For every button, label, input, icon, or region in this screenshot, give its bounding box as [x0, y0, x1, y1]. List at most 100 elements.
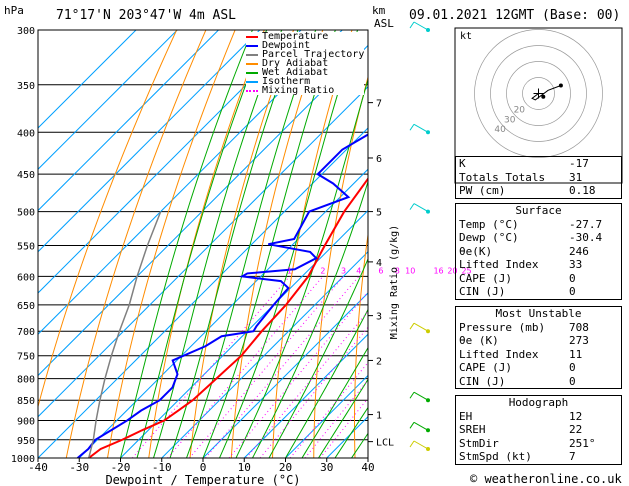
wet-adiabat: [334, 406, 368, 458]
table-row: StmSpd (kt) 7: [456, 450, 621, 464]
legend-item: Parcel Trajectory: [246, 49, 365, 60]
row-value: 31: [569, 170, 583, 184]
mixing-ratio-label: 1: [287, 266, 292, 275]
legend-swatch: [246, 80, 258, 83]
legend-item: Wet Adiabat: [246, 68, 364, 78]
pressure-tick-label: 950: [17, 436, 35, 447]
mixing-ratio-axis-label: Mixing Ratio (g/kg): [389, 225, 400, 339]
row-label: θe (K): [459, 334, 499, 347]
legend-label: Isotherm: [262, 76, 311, 87]
mixing-ratio-label: 10: [405, 266, 415, 275]
mixing-ratio-line: [131, 276, 290, 458]
wind-barb-station: [426, 428, 430, 433]
wind-barb-shaft: [413, 440, 429, 450]
table-row: CAPE (J) 0: [456, 272, 621, 286]
wind-barb-shaft: [413, 123, 429, 133]
datetime-title: 09.01.2021 12GMT (Base: 00): [409, 8, 621, 23]
row-value: -30.4: [569, 231, 603, 244]
pressure-tick-label: 500: [17, 208, 35, 219]
row-value: 12: [569, 409, 583, 423]
most-unstable-table: Most Unstable Pressure (mb) 708 θe (K) 273 Li…: [455, 306, 622, 389]
row-label: Temp (°C): [459, 217, 519, 231]
isotherm: [202, 292, 368, 458]
wet-adiabat: [186, 30, 317, 458]
isotherm: [38, 30, 302, 294]
row-label: SREH: [459, 423, 486, 436]
isotherm: [38, 30, 178, 170]
dry-adiabat: [313, 75, 368, 458]
row-value: 0: [569, 361, 576, 374]
wind-barb-station: [426, 209, 430, 214]
row-value: 246: [569, 244, 589, 258]
wet-adiabat: [301, 346, 368, 458]
mixing-ratio-line: [245, 310, 368, 458]
dry-adiabat: [65, 30, 207, 458]
dry-adiabat: [107, 30, 236, 458]
table-row: θe (K) 273: [456, 334, 621, 348]
mixing-ratio-label: 20: [447, 266, 457, 275]
mixing-ratio-label: 2: [320, 266, 325, 275]
pressure-tick-label: 350: [17, 81, 35, 92]
legend-item: Temperature: [246, 31, 364, 42]
wet-adiabat: [136, 30, 268, 458]
wet-adiabat: [169, 30, 299, 458]
legend-label: Parcel Trajectory: [262, 49, 365, 60]
isotherm: [161, 251, 368, 458]
table-row: CIN (J) 0: [456, 375, 621, 389]
table-row: CIN (J) 0: [456, 285, 621, 299]
row-value: 273: [569, 334, 589, 347]
wind-barb-flag: [409, 21, 415, 29]
x-tick-label: -30: [69, 461, 89, 474]
legend-label: Temperature: [262, 31, 329, 42]
km-tick-label: 5: [376, 208, 382, 219]
row-value: 0: [569, 285, 576, 298]
hodograph-trace: [531, 85, 562, 101]
pressure-tick-label: 400: [17, 128, 35, 139]
pressure-tick-label: 450: [17, 170, 35, 181]
row-value: 7: [569, 450, 576, 463]
hodograph-ring-label: 40: [494, 125, 506, 135]
row-value: 251°: [569, 436, 596, 450]
wind-barb-shaft: [413, 391, 429, 401]
row-value: -17: [569, 157, 589, 170]
mixing-ratio-label: 8: [395, 266, 400, 275]
wet-adiabat: [285, 308, 368, 458]
hodograph-unit-label: kt: [460, 31, 472, 42]
legend-swatch: [246, 62, 258, 65]
axes: 1 2 3 4 6 8 10 16 20 2530035040045050055060065070…: [11, 26, 472, 486]
legend-label: Dewpoint: [262, 40, 311, 51]
row-label: Pressure (mb): [459, 320, 546, 334]
pressure-tick-label: 850: [17, 396, 35, 407]
mixing-ratio-label: 16: [433, 266, 443, 275]
table-row: StmDir 251°: [456, 437, 621, 451]
wind-barb-station: [426, 28, 430, 32]
wind-barb-station: [426, 329, 430, 334]
table-row: EH 12: [456, 410, 621, 424]
isotherm: [38, 30, 137, 129]
isotherm: [38, 86, 368, 418]
wind-barb-flag: [409, 322, 415, 330]
wet-adiabat: [120, 30, 253, 458]
wind-barb-station: [426, 130, 430, 135]
wind-barb-flag: [409, 422, 415, 429]
hodograph-ring-label: 30: [504, 115, 516, 125]
dry-adiabat: [354, 231, 368, 458]
pressure-tick-label: 1000: [11, 454, 35, 465]
row-label: CAPE (J): [459, 361, 512, 374]
table-section-title: Hodograph: [508, 396, 569, 409]
km-tick-label: 7: [376, 99, 382, 110]
wet-adiabat: [318, 378, 368, 458]
table-row: SREH 22: [456, 423, 621, 437]
legend-swatch: [246, 71, 258, 74]
row-value: 33: [569, 258, 583, 271]
legend-label: Mixing Ratio: [262, 85, 335, 96]
pressure-tick-label: 750: [17, 352, 35, 363]
pressure-tick-label: 550: [17, 241, 35, 252]
mixing-ratio-line: [205, 276, 360, 458]
isotherm: [38, 30, 219, 212]
storm-motion-marker: [541, 94, 546, 99]
legend-item: Dewpoint: [246, 40, 364, 51]
surface-table: Surface Temp (°C) -27.7 Dewp (°C) -30.4 θe(K)…: [455, 203, 622, 300]
wind-barb-station: [426, 446, 430, 451]
